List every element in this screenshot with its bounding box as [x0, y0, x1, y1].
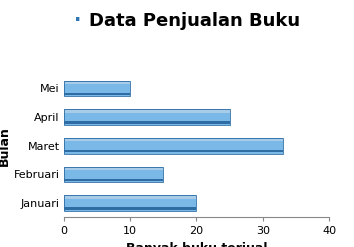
Bar [64, 150, 283, 152]
X-axis label: Banyak buku terjual: Banyak buku terjual [126, 242, 267, 247]
Bar [64, 109, 230, 125]
Bar [64, 179, 163, 181]
Bar [64, 166, 163, 182]
Bar [64, 138, 283, 154]
Bar [64, 122, 230, 124]
Text: ·: · [74, 11, 81, 30]
Bar [64, 93, 130, 95]
Bar [64, 207, 196, 210]
Bar [64, 109, 230, 125]
Bar [64, 168, 163, 170]
Bar [64, 195, 196, 211]
Bar [64, 139, 283, 141]
Bar [64, 81, 130, 96]
Bar [64, 110, 230, 113]
Bar [64, 138, 283, 154]
Text: Data Penjualan Buku: Data Penjualan Buku [89, 12, 300, 30]
Bar [64, 166, 163, 182]
Y-axis label: Bulan: Bulan [0, 126, 11, 166]
Bar [64, 82, 130, 84]
Bar [64, 196, 196, 199]
Bar [64, 81, 130, 96]
Bar [64, 195, 196, 211]
